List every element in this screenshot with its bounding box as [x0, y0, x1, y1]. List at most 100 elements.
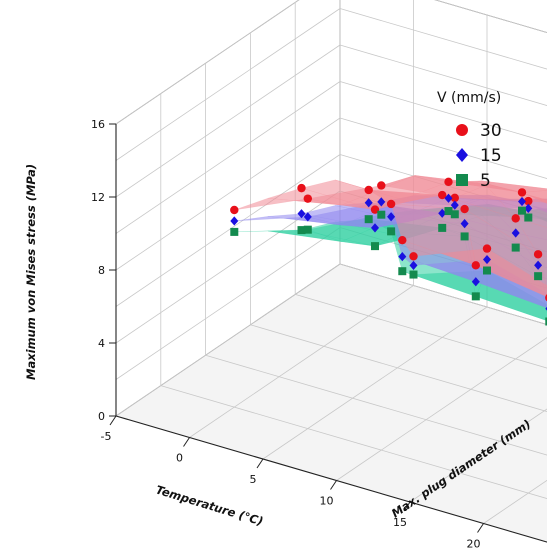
data-point: [524, 213, 533, 222]
data-point: [377, 181, 386, 190]
surface-patch: [537, 254, 547, 290]
data-point: [377, 210, 386, 219]
data-point: [438, 208, 447, 218]
data-point: [364, 198, 373, 208]
z-tick-label: 4: [98, 337, 105, 350]
legend-title: V (mm/s): [437, 90, 501, 106]
data-point: [545, 317, 547, 326]
grid-line: [205, 354, 547, 456]
x-tick: [477, 523, 484, 533]
grid-line: [262, 306, 488, 460]
grid-line: [189, 285, 414, 438]
data-point: [386, 199, 396, 209]
floor-plane: [116, 264, 547, 543]
series-5-points: [230, 206, 547, 326]
data-point: [297, 226, 306, 235]
data-point: [371, 223, 379, 233]
grid-line: [115, 8, 341, 161]
chart-points: [230, 177, 547, 326]
z-tick-label: 16: [91, 118, 105, 131]
data-point: [524, 203, 533, 213]
grid-line: [115, 0, 300, 125]
series-30-points: [230, 177, 547, 302]
data-point: [471, 292, 480, 301]
surface-patch: [454, 183, 547, 203]
data-point: [377, 197, 386, 207]
data-point: [450, 210, 459, 219]
data-point: [511, 243, 520, 252]
grid-line: [250, 324, 547, 412]
data-point: [230, 205, 239, 215]
z-tick-label: 12: [91, 191, 105, 204]
chart-ticks: -5051015202528303234360481216: [91, 118, 484, 550]
data-point: [398, 252, 407, 262]
grid-line: [336, 337, 547, 481]
x-tick-label: 15: [393, 516, 407, 529]
grid-line: [339, 263, 547, 325]
legend-marker-diamond: [456, 148, 468, 162]
data-point: [471, 261, 480, 270]
x-tick: [256, 458, 264, 469]
data-point: [450, 200, 459, 210]
data-point: [409, 260, 418, 271]
x-tick: [109, 415, 117, 426]
data-point: [364, 215, 373, 224]
x-tick-label: 0: [176, 452, 183, 465]
data-point: [518, 206, 526, 215]
grid-line: [115, 117, 341, 271]
z-tick-label: 8: [98, 264, 105, 277]
data-point: [409, 270, 418, 279]
data-point: [364, 185, 373, 195]
data-point: [444, 207, 453, 216]
data-point: [230, 216, 239, 226]
data-point: [398, 267, 407, 276]
data-point: [518, 196, 526, 207]
data-point: [398, 235, 407, 245]
surface-patch: [475, 248, 547, 298]
data-point: [370, 205, 380, 214]
surface-patch: [515, 218, 547, 258]
data-point: [483, 266, 491, 275]
data-point: [444, 177, 453, 187]
data-point: [444, 193, 453, 203]
data-point: [438, 223, 447, 232]
data-point: [482, 244, 492, 253]
data-point: [460, 219, 469, 229]
data-point: [230, 227, 239, 236]
x-tick-label: 20: [467, 538, 481, 550]
data-point: [387, 212, 396, 222]
legend-marker-square: [456, 174, 468, 186]
data-point: [511, 228, 520, 238]
data-point: [303, 194, 312, 203]
data-point: [450, 193, 459, 203]
data-point: [524, 196, 533, 206]
data-point: [303, 225, 312, 234]
grid-line: [115, 44, 341, 198]
legend-marker-circle: [456, 124, 468, 136]
data-point: [533, 250, 543, 259]
series-15-points: [230, 193, 547, 311]
legend-label: 15: [480, 146, 502, 166]
data-point: [409, 252, 418, 261]
data-point: [483, 254, 491, 265]
legend: V (mm/s) 30 15 5: [437, 90, 502, 191]
grid-line: [115, 227, 341, 380]
data-point: [303, 212, 312, 222]
data-point: [534, 272, 543, 281]
grid-line: [483, 479, 547, 524]
data-point: [371, 242, 379, 251]
x-tick: [183, 437, 190, 447]
x-tick-label: 5: [250, 473, 257, 486]
data-point: [511, 214, 520, 223]
grid-line: [115, 81, 341, 234]
data-point: [460, 232, 469, 241]
legend-label: 30: [480, 121, 502, 141]
data-point: [517, 188, 527, 197]
data-point: [471, 277, 480, 287]
surface-patch: [521, 190, 547, 204]
data-point: [534, 260, 543, 270]
data-point: [460, 204, 469, 214]
x-tick: [403, 501, 411, 512]
